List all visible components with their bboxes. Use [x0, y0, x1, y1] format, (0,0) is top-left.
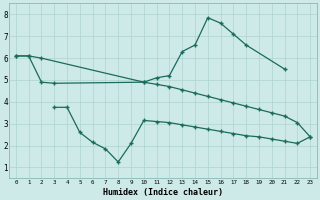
X-axis label: Humidex (Indice chaleur): Humidex (Indice chaleur) [103, 188, 223, 197]
